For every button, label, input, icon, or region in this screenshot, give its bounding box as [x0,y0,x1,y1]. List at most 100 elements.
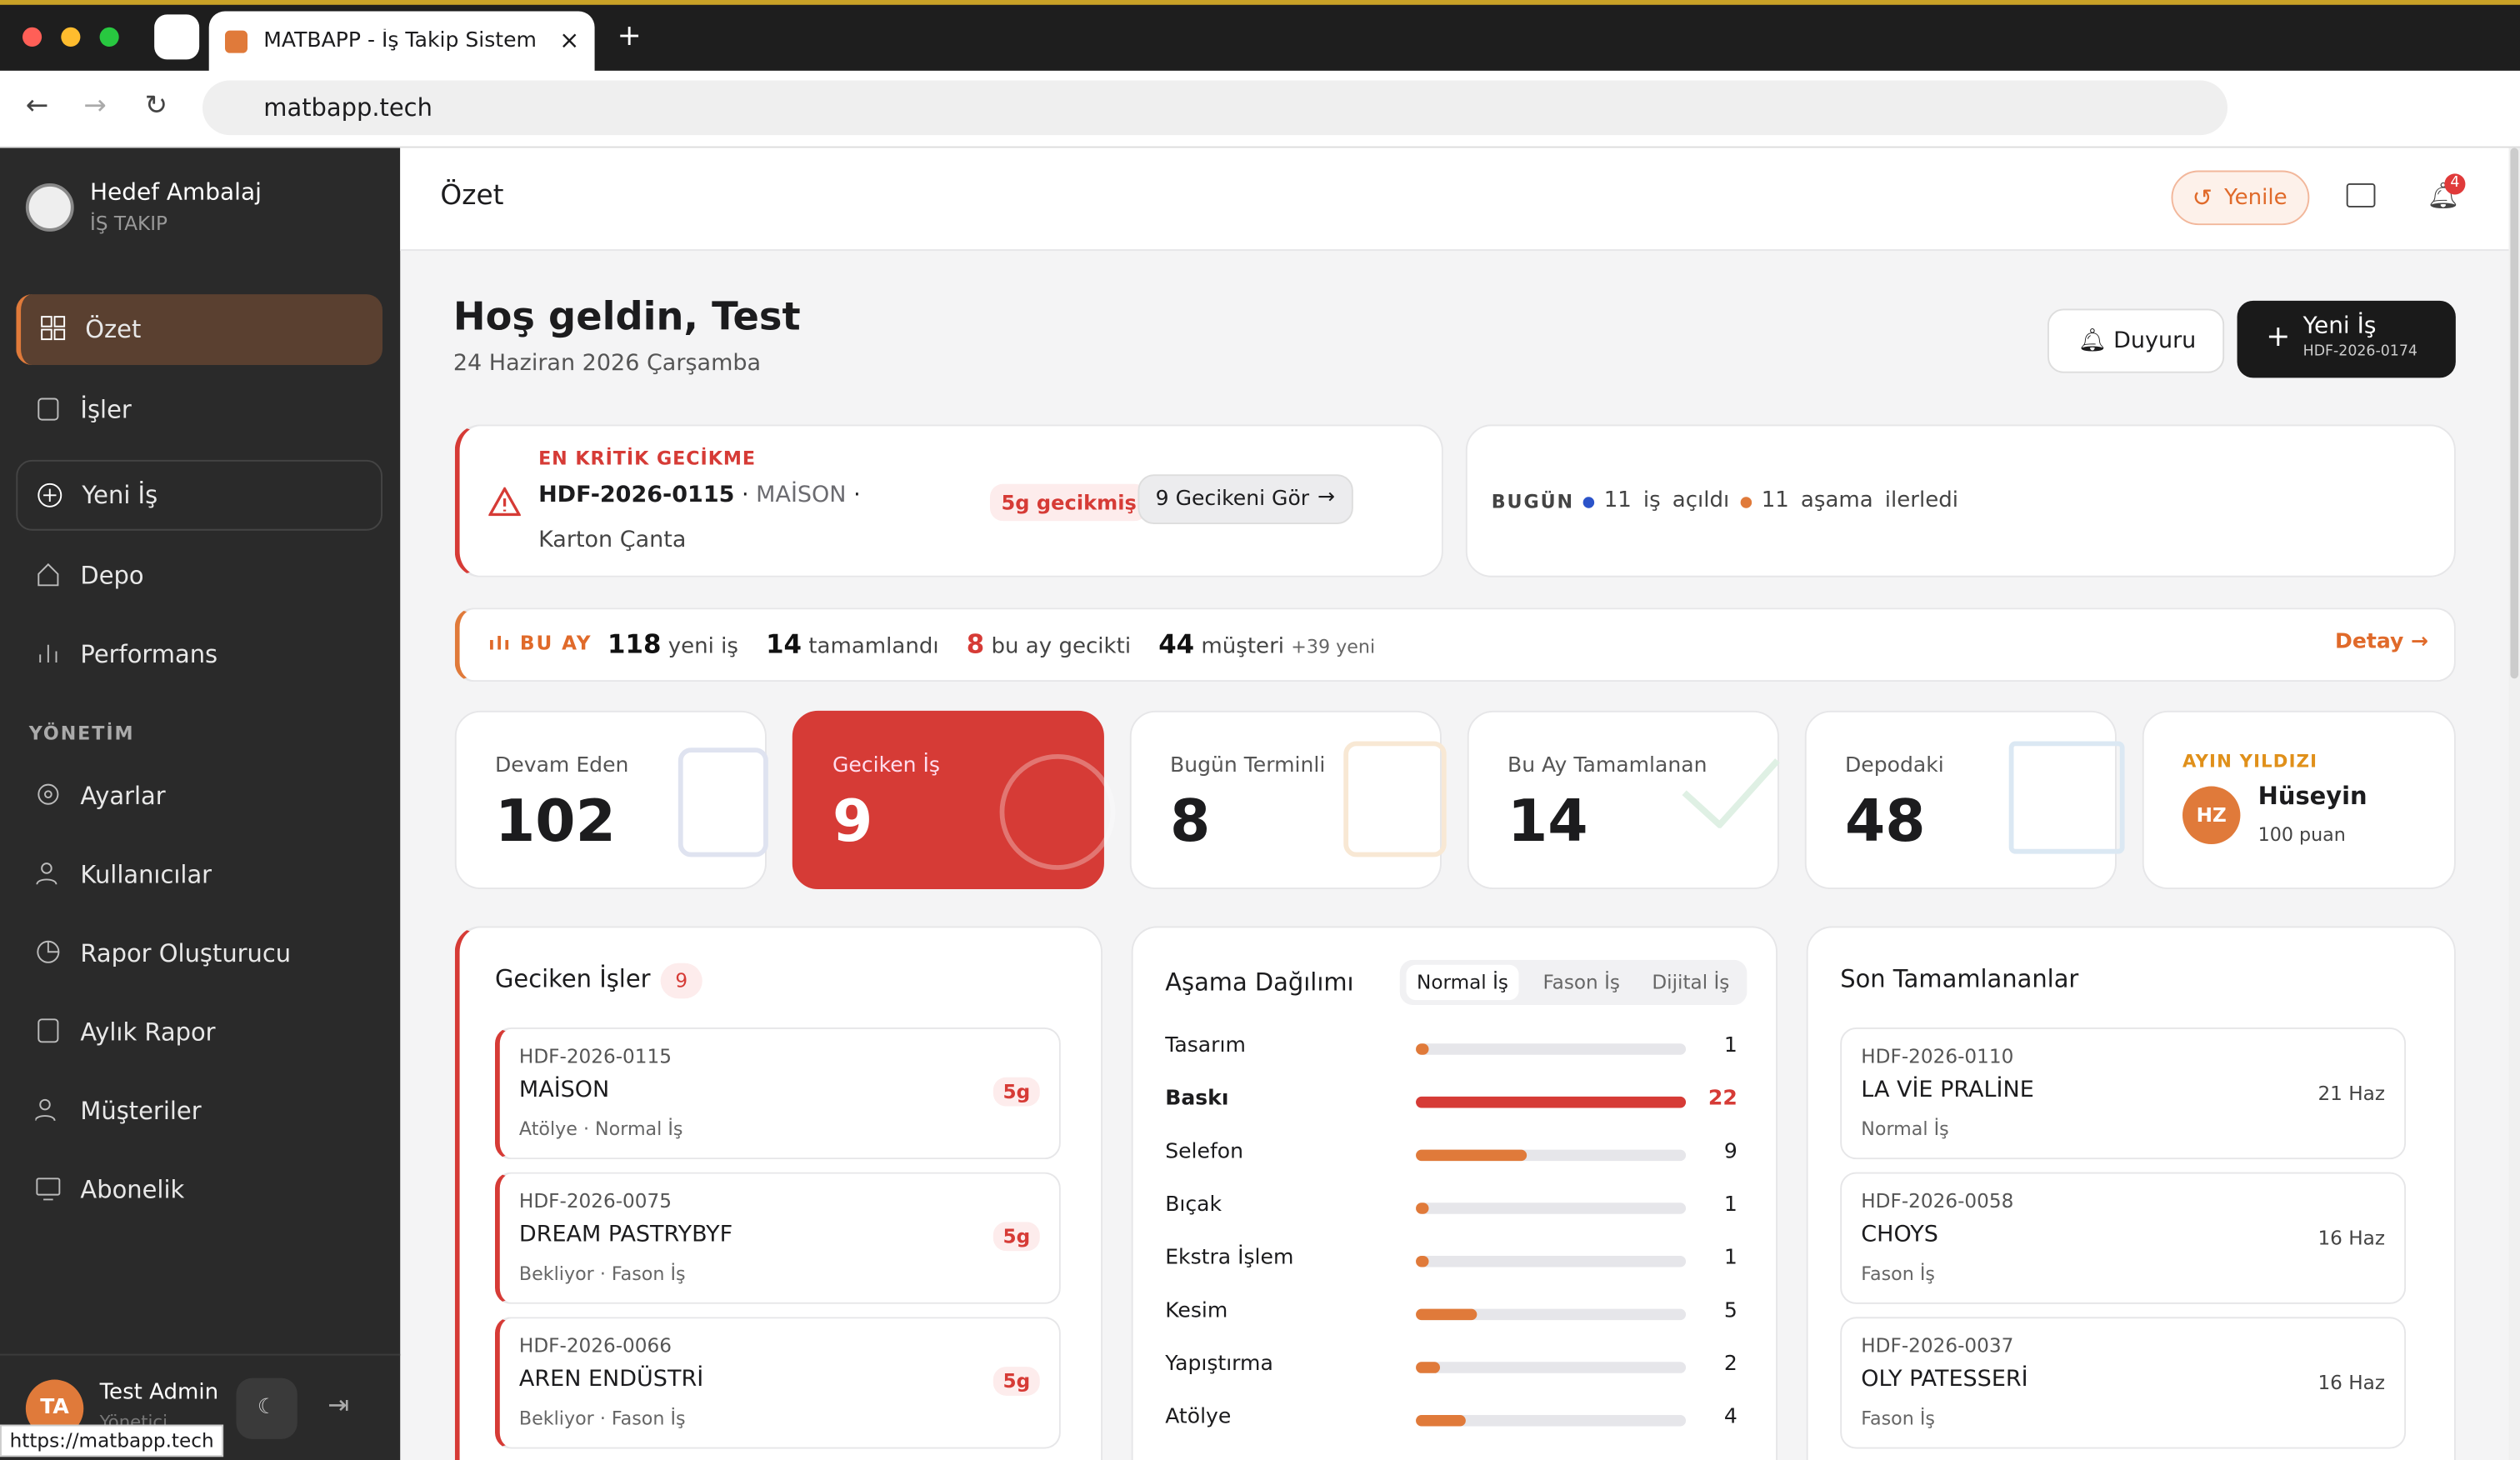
meta: Bekliyor · Fason İş [518,1262,686,1285]
nav-item[interactable]: Yeni İş [16,459,382,531]
nav-item[interactable]: Depo [16,540,382,611]
icon [2008,741,2125,854]
star-name: Hüseyin [2258,781,2368,811]
today-opened: 11 iş açıldı [1604,488,1730,513]
logout[interactable]: ⇥ [328,1389,350,1420]
panel-title: Son Tamamlananlar [1840,964,2079,994]
code: HDF-2026-0075 [518,1189,672,1212]
month-label: ılı BU AY [488,632,592,655]
code: HDF-2026-0037 [1861,1334,2014,1358]
detail-link[interactable]: Detay → [2335,630,2429,655]
tab[interactable]: Normal İş [1406,964,1519,1001]
bar [1416,1202,1428,1214]
stat-card[interactable]: Depodaki 48 [1804,710,2125,890]
recent-panel: Son Tamamlananlar HDF-2026-0110 LA VİE PR… [1806,926,2456,1460]
stat-card[interactable]: Bugün Terminli 8 [1129,710,1447,890]
nav-item[interactable]: Rapor Oluşturucu [16,918,382,989]
reload[interactable]: ↻ [144,90,168,122]
new-job-code: HDF-2026-0174 [2302,343,2418,361]
stage-name: Ekstra İşlem [1165,1246,1294,1271]
stat-label: Bu Ay Tamamlanan [1507,753,1708,778]
critical-code: HDF-2026-0115 [538,482,735,508]
late-item[interactable]: HDF-2026-0075 DREAM PASTRYBYF Bekliyor · F… [494,1172,1061,1304]
icon [36,862,58,885]
code: HDF-2026-0115 [518,1045,672,1068]
icon [38,482,62,508]
scrollbar [2508,148,2520,1460]
scroll-thumb [2510,148,2519,679]
stat-value: 14 [1507,789,1588,856]
bar-track [1416,1202,1687,1214]
text: iş açıldı [1642,487,1730,513]
late-item[interactable]: HDF-2026-0066 AREN ENDÜSTRİ Bekliyor · Fas… [494,1317,1061,1449]
month-card: ılı BU AY 118 yeni iş 14 tamamlandı 8 bu… [454,608,2456,682]
announce-button[interactable]: 🔔︎ Duyuru [2047,308,2225,373]
refresh-button[interactable]: ↺ Yenile [2171,170,2310,226]
late-item[interactable]: HDF-2026-0115 MAİSON Atölye · Normal İş 5g [494,1027,1061,1160]
tab[interactable]: Dijital İş [1652,971,1730,994]
late-button[interactable]: 9 Gecikeni Gör → [1138,474,1353,525]
text: +39 yeni [1291,635,1376,658]
dot [1740,497,1752,508]
stage-value: 1 [1723,1246,1738,1271]
customer: OLY PATESSERİ [1861,1367,2028,1392]
recent-item[interactable]: HDF-2026-0037 OLY PATESSERİ Fason İş 16 Haz [1840,1317,2407,1449]
bar [1416,1096,1687,1108]
tab-close[interactable]: × [559,25,580,55]
tab[interactable]: Fason İş [1542,971,1620,994]
text: tamamlandı [808,633,939,660]
announce-label: Duyuru [2113,328,2197,354]
value: 118 [607,628,662,660]
stat-label: Bugün Terminli [1169,753,1326,778]
critical-line: HDF-2026-0115 · MAİSON · [538,482,861,508]
nav-item[interactable]: Müşteriler [16,1076,382,1147]
new-tab[interactable]: + [617,19,642,53]
stat-label: Devam Eden [494,753,629,778]
stat-card[interactable]: Geciken İş 9 [792,710,1116,890]
nav-item[interactable]: Performans [16,619,382,690]
code: HDF-2026-0058 [1861,1189,2014,1212]
icon [38,562,59,587]
nav-item[interactable]: İşler [16,375,382,446]
value: 11 [1761,487,1789,513]
favicon [224,30,248,53]
forward[interactable]: → [83,90,107,122]
active-tab[interactable]: MATBAPP - İş Takip Sistemi | × [208,11,595,76]
nav-item[interactable]: Abonelik [16,1154,382,1225]
nav-item[interactable]: Ayarlar [16,761,382,832]
tab-menu[interactable] [154,14,200,60]
min-dot[interactable] [61,27,81,47]
customer: CHOYS [1861,1222,1938,1248]
theme-toggle[interactable]: ☾ [236,1378,298,1439]
page-title: Özet [440,180,504,212]
nav-item[interactable]: Kullanıcılar [16,839,382,910]
star-avatar: HZ [2182,786,2241,844]
stat-value: 102 [494,789,616,856]
bar-track [1416,1255,1687,1268]
nav-label: Rapor Oluşturucu [80,938,292,968]
stage-value: 9 [1723,1140,1738,1164]
new-job-button[interactable]: + Yeni İş HDF-2026-0174 [2237,300,2456,378]
star-points: 100 puan [2258,822,2346,846]
nav-item[interactable]: Özet [16,294,382,366]
omnibox[interactable]: matbapp.tech [202,80,2228,136]
max-dot[interactable] [99,27,119,47]
late-panel: Geciken İşler 9 HDF-2026-0115 MAİSON Atöly… [454,926,1102,1460]
recent-item[interactable]: HDF-2026-0058 CHOYS Fason İş 16 Haz [1840,1172,2407,1304]
nav-item[interactable]: Aylık Rapor [16,997,382,1068]
customer: AREN ENDÜSTRİ [518,1367,704,1392]
value: 14 [766,628,802,660]
tab-title: MATBAPP - İş Takip Sistemi | [263,28,538,53]
stage-name: Selefon [1165,1140,1244,1164]
icon [35,1098,56,1122]
recent-item[interactable]: HDF-2026-0110 LA VİE PRALİNE Normal İş 21 H… [1840,1027,2407,1160]
icon [38,398,59,421]
back[interactable]: ← [25,90,49,122]
bar-track [1416,1043,1687,1055]
bar-track [1416,1414,1687,1427]
close-dot[interactable] [22,27,42,47]
messages[interactable] [2346,182,2376,208]
stat-card[interactable]: Bu Ay Tamamlanan 14 [1467,710,1780,890]
stat-card[interactable]: Devam Eden 102 [454,710,768,890]
